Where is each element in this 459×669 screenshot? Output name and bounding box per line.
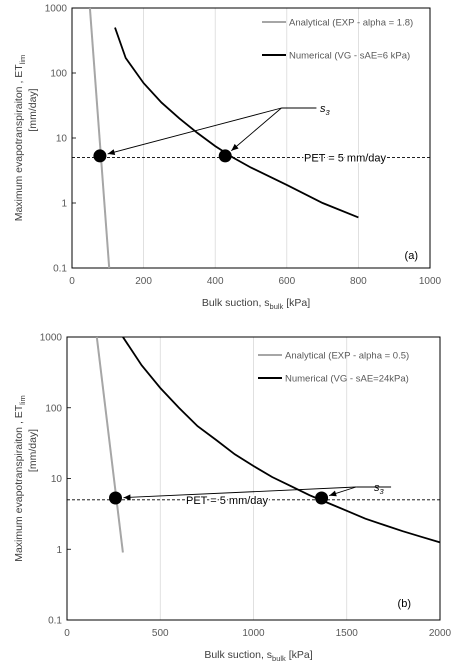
y-tick-label: 100 (50, 69, 67, 80)
legend-entry: Numerical (VG - sAE=24kPa) (285, 374, 409, 385)
pet-label: PET = 5 mm/day (186, 495, 269, 507)
y-tick-label: 1 (56, 545, 62, 556)
series-line-numerical (122, 336, 441, 544)
y-tick-label: 10 (56, 134, 68, 145)
legend-entry: Numerical (VG - sAE=6 kPa) (289, 51, 410, 62)
x-tick-label: 800 (350, 276, 367, 287)
y-axis-label: Maximum evapotranspiraiton , ETlim (13, 395, 27, 562)
x-tick-label: 0 (64, 628, 70, 639)
series-line-analytical (95, 336, 124, 553)
y-tick-label: 0.1 (48, 616, 62, 627)
intersection-point (93, 149, 107, 163)
annotation-label: s3 (320, 103, 331, 117)
series-line-analytical (88, 7, 111, 269)
arrow-head (329, 490, 337, 497)
x-tick-label: 200 (135, 276, 152, 287)
annotation-label: s3 (374, 482, 385, 496)
pet-label: PET = 5 mm/day (304, 153, 387, 165)
panel-label: (b) (398, 598, 411, 610)
annotation-arrow (123, 486, 357, 499)
chart-panel-a: 0 200 400 600 800 1000 0.1 1 10 100 1000 Bulk sucti… (13, 4, 442, 312)
x-tick-label: 500 (152, 628, 169, 639)
y-axis-unit: [mm/day] (27, 88, 39, 131)
y-axis-label: Maximum evapotranspiraiton , ETlim (13, 55, 27, 222)
series-line-numerical (114, 27, 359, 219)
y-tick-label: 100 (45, 403, 62, 414)
plot-frame (71, 7, 431, 269)
x-tick-label: 1000 (419, 276, 442, 287)
plot-frame (66, 336, 441, 621)
chart-panel-b: 0 500 1000 1500 2000 0.1 1 10 100 1000 Bulk suctio… (13, 333, 452, 664)
annotation-arrow (231, 107, 282, 152)
arrow-head (123, 494, 131, 501)
y-tick-label: 1 (61, 199, 67, 210)
x-axis-label: Bulk suction, sbulk [kPa] (204, 649, 312, 663)
x-tick-label: 0 (69, 276, 75, 287)
intersection-point (218, 149, 232, 163)
y-tick-label: 10 (51, 474, 63, 485)
arrow-head (231, 143, 239, 151)
legend-entry: Analytical (EXP - alpha = 0.5) (285, 351, 409, 362)
x-tick-label: 600 (278, 276, 295, 287)
y-axis-unit: [mm/day] (27, 429, 39, 472)
y-tick-label: 1000 (40, 333, 63, 344)
x-tick-label: 1000 (242, 628, 265, 639)
x-tick-label: 400 (207, 276, 224, 287)
intersection-point (315, 491, 329, 505)
annotation-arrow (107, 107, 282, 155)
intersection-point (108, 491, 122, 505)
y-tick-label: 1000 (45, 4, 68, 15)
legend-entry: Analytical (EXP - alpha = 1.8) (289, 18, 413, 29)
arrow-head (107, 149, 116, 155)
y-tick-label: 0.1 (53, 264, 67, 275)
panel-label: (a) (405, 250, 418, 262)
x-tick-label: 2000 (429, 628, 452, 639)
x-tick-label: 1500 (336, 628, 359, 639)
x-axis-label: Bulk suction, sbulk [kPa] (202, 297, 310, 311)
